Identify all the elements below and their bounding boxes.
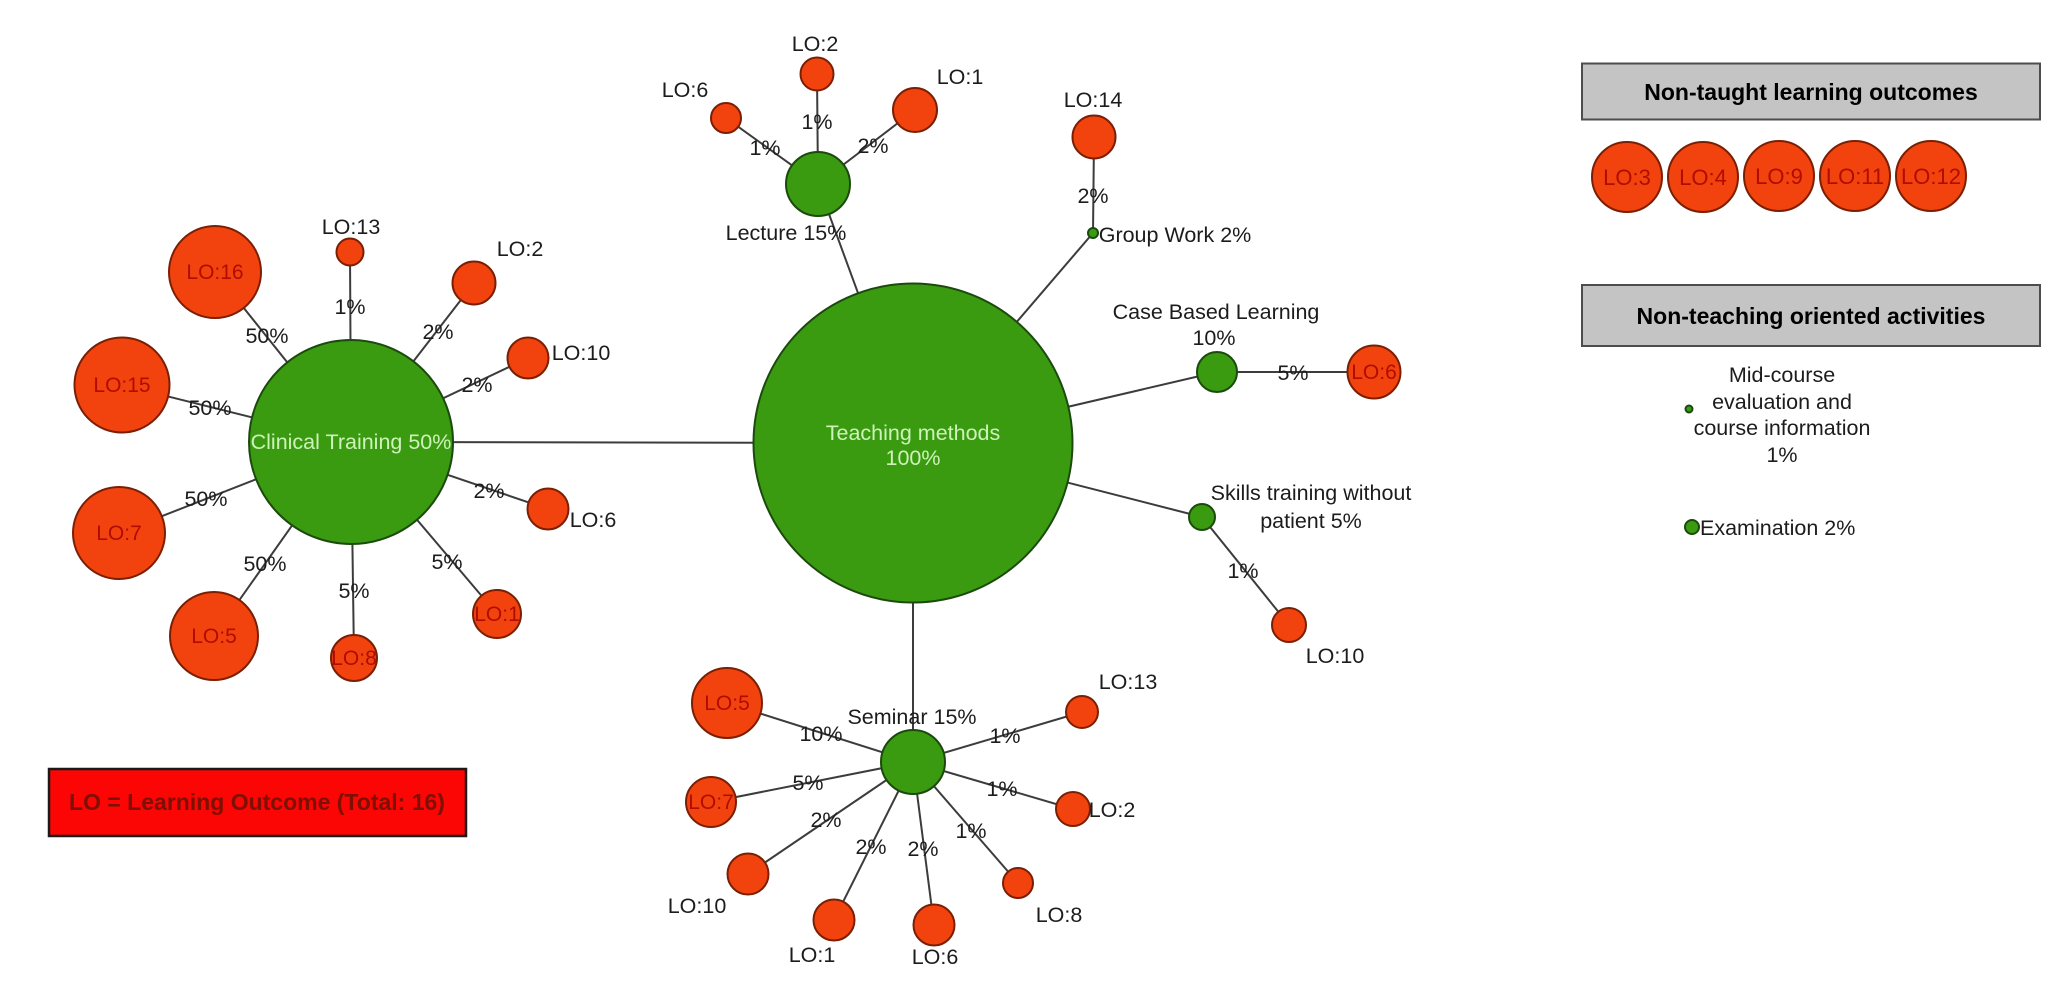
svg-text:1%: 1% [1766, 443, 1797, 467]
svg-text:Non-taught learning outcomes: Non-taught learning outcomes [1644, 79, 1978, 105]
svg-text:Mid-course: Mid-course [1729, 363, 1835, 387]
svg-text:Examination 2%: Examination 2% [1700, 516, 1855, 540]
svg-text:1%: 1% [986, 777, 1017, 801]
svg-text:LO:2: LO:2 [497, 237, 544, 261]
svg-text:LO:7: LO:7 [688, 791, 734, 814]
svg-text:1%: 1% [955, 819, 986, 843]
svg-text:LO:12: LO:12 [1901, 164, 1961, 189]
svg-text:LO:6: LO:6 [570, 508, 617, 532]
svg-text:LO:9: LO:9 [1755, 164, 1803, 189]
svg-text:Teaching methods: Teaching methods [826, 421, 1001, 445]
svg-text:LO:4: LO:4 [1679, 165, 1727, 190]
svg-text:LO:1: LO:1 [937, 65, 984, 89]
svg-text:LO:6: LO:6 [912, 945, 959, 969]
svg-text:5%: 5% [338, 579, 369, 603]
svg-text:LO:2: LO:2 [792, 32, 839, 56]
svg-text:LO:5: LO:5 [704, 692, 750, 715]
svg-text:LO:10: LO:10 [1306, 644, 1365, 668]
svg-text:2%: 2% [473, 479, 504, 503]
svg-text:course information: course information [1694, 416, 1871, 440]
svg-text:LO:5: LO:5 [191, 625, 237, 648]
svg-text:2%: 2% [855, 835, 886, 859]
svg-text:evaluation and: evaluation and [1712, 390, 1852, 414]
svg-text:LO = Learning Outcome (Total:: LO = Learning Outcome (Total: 16) [69, 789, 445, 815]
svg-text:LO:2: LO:2 [1089, 798, 1136, 822]
svg-text:LO:10: LO:10 [552, 341, 611, 365]
svg-text:2%: 2% [1077, 184, 1108, 208]
svg-text:2%: 2% [422, 320, 453, 344]
svg-text:10%: 10% [1192, 326, 1235, 350]
svg-text:50%: 50% [243, 552, 286, 576]
svg-text:100%: 100% [886, 446, 941, 470]
svg-text:Seminar 15%: Seminar 15% [847, 705, 976, 729]
svg-text:2%: 2% [907, 837, 938, 861]
svg-text:5%: 5% [792, 771, 823, 795]
svg-text:LO:6: LO:6 [662, 78, 709, 102]
svg-text:1%: 1% [989, 724, 1020, 748]
svg-text:LO:1: LO:1 [474, 603, 520, 626]
svg-text:Lecture 15%: Lecture 15% [726, 221, 847, 245]
svg-text:patient 5%: patient 5% [1260, 509, 1362, 533]
svg-text:5%: 5% [431, 550, 462, 574]
svg-text:LO:6: LO:6 [1351, 361, 1397, 384]
svg-text:LO:10: LO:10 [668, 894, 727, 918]
svg-text:Skills training without: Skills training without [1211, 481, 1412, 505]
svg-text:LO:7: LO:7 [96, 522, 142, 545]
svg-text:LO:13: LO:13 [322, 215, 381, 239]
svg-text:LO:8: LO:8 [331, 647, 377, 670]
svg-text:1%: 1% [334, 295, 365, 319]
svg-text:1%: 1% [749, 136, 780, 160]
svg-text:LO:13: LO:13 [1099, 670, 1158, 694]
svg-text:Group Work 2%: Group Work 2% [1099, 223, 1252, 247]
svg-text:2%: 2% [461, 373, 492, 397]
svg-text:2%: 2% [857, 134, 888, 158]
svg-text:10%: 10% [799, 722, 842, 746]
svg-text:LO:15: LO:15 [93, 374, 150, 397]
svg-text:1%: 1% [1227, 559, 1258, 583]
svg-text:LO:1: LO:1 [789, 943, 836, 967]
svg-text:50%: 50% [184, 487, 227, 511]
svg-text:1%: 1% [801, 110, 832, 134]
svg-text:Non-teaching oriented activiti: Non-teaching oriented activities [1637, 303, 1986, 329]
svg-text:2%: 2% [810, 808, 841, 832]
svg-text:LO:3: LO:3 [1603, 165, 1651, 190]
svg-text:Case Based Learning: Case Based Learning [1113, 300, 1320, 324]
svg-text:LO:11: LO:11 [1826, 164, 1884, 189]
svg-text:5%: 5% [1277, 361, 1308, 385]
svg-text:LO:16: LO:16 [186, 261, 243, 284]
svg-text:50%: 50% [245, 324, 288, 348]
svg-text:LO:14: LO:14 [1064, 88, 1123, 112]
svg-text:Clinical Training 50%: Clinical Training 50% [251, 430, 452, 454]
svg-text:LO:8: LO:8 [1036, 903, 1083, 927]
svg-text:50%: 50% [188, 396, 231, 420]
